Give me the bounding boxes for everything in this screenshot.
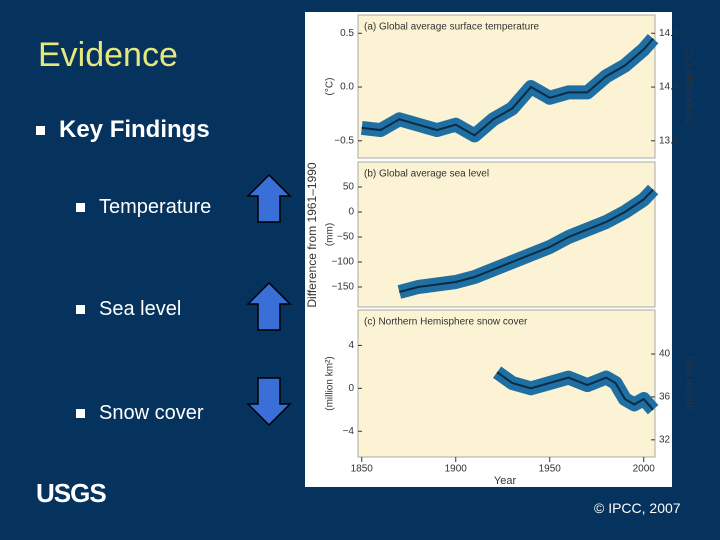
y2-tick-label: 40	[659, 349, 671, 360]
bullet-text: Snow cover	[99, 402, 204, 424]
y2-tick-label: 36	[659, 392, 671, 403]
y-tick-label: 0.5	[340, 28, 354, 39]
y2-tick-label: 13.5	[659, 135, 679, 146]
y-axis-label: (°C)	[325, 78, 336, 96]
series-line	[399, 188, 654, 293]
y2-tick-label: 32	[659, 434, 671, 445]
x-tick-label: 1900	[445, 464, 468, 475]
y2-axis-label: (million km²)	[685, 356, 696, 410]
sub-bullet: Snow cover	[76, 402, 204, 425]
credit: © IPCC, 2007	[594, 500, 681, 516]
series-line	[361, 37, 654, 137]
bullet-text: Temperature	[99, 196, 212, 218]
up-arrow	[246, 173, 292, 223]
slide-title: Evidence	[38, 36, 178, 74]
y2-tick-label: 14.0	[659, 82, 679, 93]
y-tick-label: −50	[337, 232, 354, 243]
y-tick-label: 4	[348, 340, 354, 351]
x-tick-label: 2000	[633, 464, 656, 475]
plot-area	[357, 14, 656, 159]
down-arrow	[246, 377, 292, 427]
y-axis-label: (mm)	[325, 223, 336, 246]
y-tick-label: 50	[343, 182, 355, 193]
series-line	[496, 371, 654, 411]
x-tick-label: 1950	[539, 464, 562, 475]
up-arrow	[246, 281, 292, 331]
y2-tick-label: 14.5	[659, 28, 679, 39]
logo: USGS	[36, 478, 107, 508]
bullet: Key Findings	[36, 116, 210, 144]
x-tick-label: 1850	[351, 464, 374, 475]
y-axis-label: (million km²)	[325, 356, 336, 410]
bullet-text: Sea level	[99, 298, 182, 320]
sub-bullet: Sea level	[76, 298, 181, 321]
y-tick-label: −100	[331, 257, 354, 268]
panel-title: (c) Northern Hemisphere snow cover	[364, 317, 528, 328]
panel-title: (b) Global average sea level	[364, 169, 489, 180]
y-tick-label: −150	[331, 282, 354, 293]
y-tick-label: 0	[348, 383, 354, 394]
y-tick-label: 0	[348, 207, 354, 218]
panel-title: (a) Global average surface temperature	[364, 22, 540, 33]
y-tick-label: −0.5	[334, 135, 354, 146]
y-tick-label: 0.0	[340, 82, 354, 93]
sub-bullet: Temperature	[76, 196, 211, 219]
y-tick-label: −4	[343, 426, 355, 437]
y2-axis-label: Temperature (°C)	[685, 48, 696, 125]
bullet-text: Key Findings	[59, 116, 210, 143]
shared-y-label: Difference from 1961–1990	[305, 162, 319, 308]
x-axis-label: Year	[494, 475, 517, 487]
